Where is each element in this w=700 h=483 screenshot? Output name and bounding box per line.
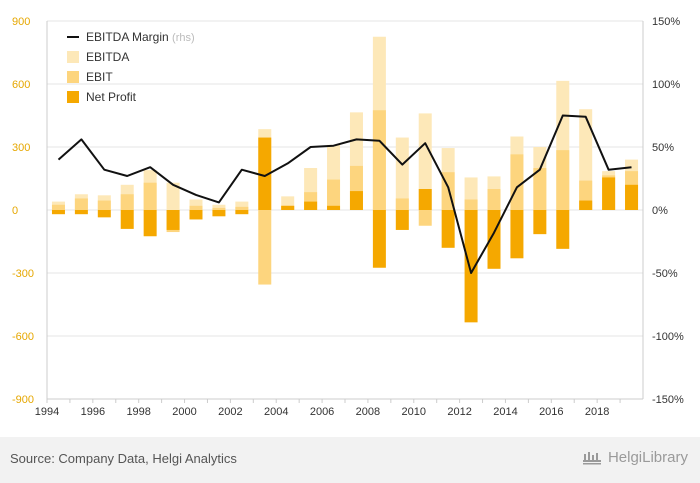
x-tick-label: 2004 (264, 406, 288, 418)
bar-ebit (510, 154, 524, 210)
bar-ebitda (189, 199, 203, 210)
bar-net-profit (327, 205, 341, 210)
bar-net-profit (74, 210, 88, 215)
bar-net-profit (395, 210, 409, 230)
bar-net-profit (602, 177, 616, 210)
bar-net-profit (120, 210, 134, 229)
y-right-tick-label: -150% (652, 394, 684, 406)
bar-net-profit (235, 210, 249, 215)
bar-ebitda (395, 137, 409, 210)
y-right-tick-label: 100% (652, 79, 680, 91)
bar-net-profit (97, 210, 111, 218)
bar-net-profit (349, 191, 363, 210)
y-left-tick-label: 0 (12, 205, 18, 217)
bar-net-profit (281, 205, 295, 210)
x-tick-label: 2008 (356, 406, 380, 418)
x-tick-label: 2006 (310, 406, 334, 418)
bar-ebit (418, 210, 432, 226)
bar-net-profit (212, 210, 226, 217)
bar-ebit (51, 204, 65, 210)
y-right-tick-label: 150% (652, 16, 680, 28)
bar-ebit (235, 206, 249, 210)
bar-ebitda (235, 201, 249, 210)
bar-ebit (395, 198, 409, 210)
y-left-tick-label: 600 (12, 79, 30, 91)
y-left-tick-label: -600 (12, 331, 34, 343)
bar-net-profit (464, 210, 478, 323)
bar-net-profit (166, 210, 180, 230)
bar-ebit (258, 210, 272, 285)
footer: Source: Company Data, Helgi Analytics He… (0, 437, 700, 483)
bar-ebit (143, 182, 157, 210)
bar-net-profit (258, 137, 272, 210)
bar-ebit (533, 168, 547, 210)
y-left-tick-label: -900 (12, 394, 34, 406)
bar-ebit (464, 199, 478, 210)
chart-canvas: 900 600 300 0 -300 -600 -900 150% 100% 50% 0% -50% -… (12, 16, 684, 418)
bar-net-profit (441, 210, 455, 248)
bar-series-group (51, 36, 639, 323)
legend-rhs-note: (rhs) (172, 32, 195, 44)
brand-name: HelgiLibrary (607, 449, 688, 466)
library-icon (582, 451, 601, 464)
bar-net-profit (533, 210, 547, 235)
y-right-tick-label: -50% (652, 268, 678, 280)
x-tick-label: 2018 (585, 406, 609, 418)
margin-line-group (57, 114, 632, 274)
bar-ebit (556, 150, 570, 210)
bar-ebit (212, 207, 226, 210)
y-left-tick-label: 900 (12, 16, 30, 28)
bar-net-profit (51, 210, 65, 215)
x-tick-label: 2010 (402, 406, 426, 418)
y-right-tick-label: 0% (652, 205, 668, 217)
grid-lines (47, 20, 643, 400)
bar-net-profit (579, 200, 593, 210)
x-tick-label: 1998 (126, 406, 150, 418)
x-tick-label: 2016 (539, 406, 563, 418)
x-tick-label: 2002 (218, 406, 242, 418)
y-left-tick-label: 300 (12, 142, 30, 154)
legend-swatch-ebit (67, 71, 79, 83)
bar-ebit (97, 200, 111, 210)
bar-ebitda (418, 113, 432, 210)
y-right-tick-label: -100% (652, 331, 684, 343)
legend: EBITDA Margin (rhs) EBITDA EBIT Net Profi… (67, 30, 195, 104)
legend-label-ebit: EBIT (86, 70, 113, 84)
bar-ebitda (166, 182, 180, 210)
legend-swatch-net-profit (67, 91, 79, 103)
brand-logo: HelgiLibrary (582, 449, 688, 466)
bar-ebit (327, 179, 341, 210)
legend-label-net-profit: Net Profit (86, 90, 137, 104)
bar-net-profit (372, 210, 386, 268)
bar-net-profit (189, 210, 203, 220)
x-tick-label: 1994 (35, 406, 59, 418)
bar-ebit (487, 189, 501, 210)
y-right-tick-label: 50% (652, 142, 674, 154)
legend-label-ebitda: EBITDA (86, 50, 129, 64)
bar-net-profit (625, 184, 639, 210)
x-tick-label: 2012 (447, 406, 471, 418)
bar-net-profit (556, 210, 570, 249)
bar-ebit (372, 110, 386, 210)
bar-ebit (120, 194, 134, 210)
legend-swatch-ebitda (67, 51, 79, 63)
bar-net-profit (304, 201, 318, 210)
bar-ebit (189, 205, 203, 210)
bar-net-profit (510, 210, 524, 259)
bar-ebitda (212, 204, 226, 210)
bar-net-profit (418, 189, 432, 210)
bar-net-profit (143, 210, 157, 237)
x-tick-label: 2014 (493, 406, 517, 418)
y-left-tick-label: -300 (12, 268, 34, 280)
bar-ebit (74, 198, 88, 210)
axes-group: 900 600 300 0 -300 -600 -900 150% 100% 50% 0% -50% -… (12, 16, 684, 418)
x-tick-label: 2000 (172, 406, 196, 418)
source-note: Source: Company Data, Helgi Analytics (10, 451, 237, 466)
x-tick-label: 1996 (81, 406, 105, 418)
legend-label-ebitda-margin: EBITDA Margin (rhs) (86, 30, 195, 44)
line-ebitda-margin (57, 114, 632, 274)
